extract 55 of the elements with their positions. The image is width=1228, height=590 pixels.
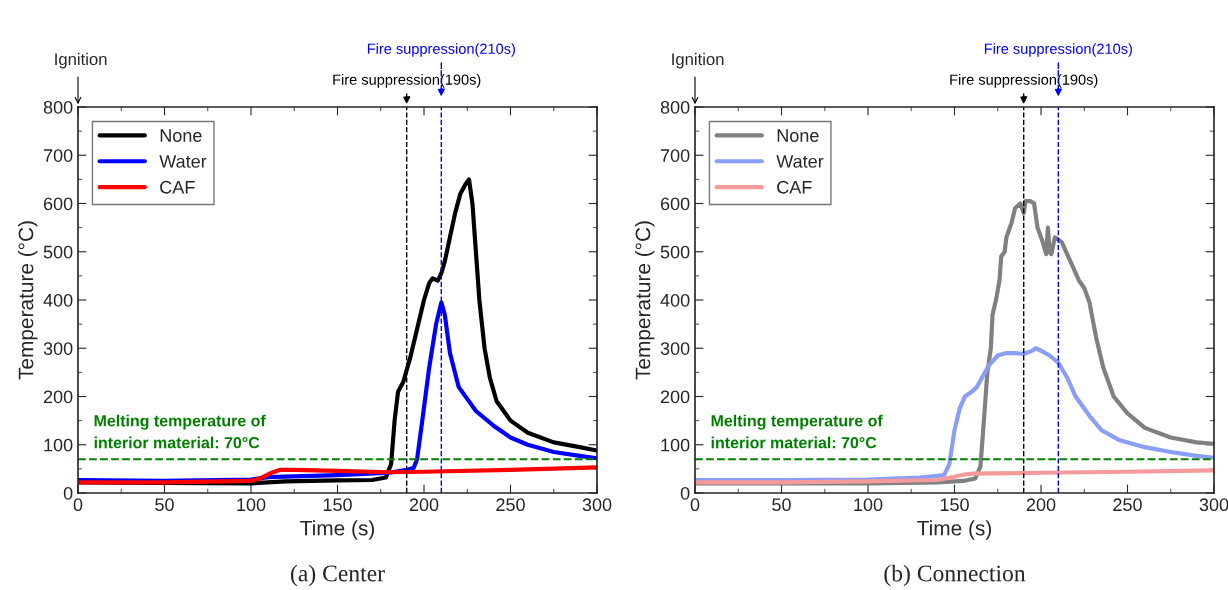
y-axis-title: Temperature (°C) (18, 221, 38, 380)
y-tick-label: 600 (43, 197, 73, 211)
text: (a) Center (291, 564, 385, 587)
y-tick-label: 500 (660, 245, 690, 259)
y-tick-label: 400 (43, 293, 73, 307)
y-tick-label: 200 (660, 390, 690, 404)
text: (b) Connection (884, 564, 1026, 587)
y-tick-label: 300 (43, 342, 73, 355)
y-tick-label: 0 (63, 486, 73, 500)
ref-line-label: Melting temperature of interior material: 70°C (94, 414, 266, 449)
y-tick-label: 700 (660, 149, 690, 162)
x-tick-label: 250 (496, 498, 525, 512)
ref-line-label: Fire suppression(210s) (367, 43, 515, 57)
legend-label: CAF (777, 180, 812, 194)
legend-label: Water (776, 155, 824, 168)
y-tick-label: 800 (43, 100, 73, 114)
y-tick-label: 800 (660, 100, 690, 114)
x-tick-label: 100 (854, 498, 883, 512)
ref-line-label: Melting temperature of interior material: 70°C (711, 414, 883, 449)
y-tick-label: 200 (43, 390, 73, 404)
line-series (695, 468, 1214, 485)
y-tick-label: 500 (43, 245, 73, 259)
legend-label: None (160, 129, 202, 142)
x-tick-label: 100 (237, 498, 266, 512)
x-tick-label: 250 (1113, 498, 1142, 512)
x-tick-label: 300 (1199, 498, 1228, 512)
x-tick-label: 50 (155, 498, 174, 512)
y-tick-label: 300 (660, 342, 690, 355)
x-axis-title: Time (s) (300, 520, 375, 540)
ref-line-label: Fire suppression(190s) (950, 74, 1098, 88)
ref-line-label: Fire suppression(210s) (984, 43, 1132, 57)
y-axis-title: Temperature (°C) (635, 221, 655, 380)
x-tick-label: 200 (409, 498, 439, 512)
legend-label: CAF (160, 180, 195, 194)
y-tick-label: 400 (660, 293, 690, 307)
text: Ignition (55, 52, 107, 69)
x-tick-label: 0 (73, 498, 83, 512)
x-tick-label: 0 (690, 498, 700, 512)
x-tick-label: 150 (940, 498, 969, 512)
y-tick-label: 600 (660, 197, 690, 211)
legend-label: None (777, 129, 819, 142)
x-axis-title: Time (s) (917, 520, 992, 540)
y-tick-label: 100 (661, 438, 690, 452)
x-tick-label: 50 (772, 498, 791, 512)
legend-label: Water (159, 155, 207, 168)
line-series (695, 346, 1214, 483)
text: Ignition (672, 52, 724, 69)
x-tick-label: 300 (582, 498, 612, 512)
y-tick-label: 100 (44, 438, 73, 452)
x-tick-label: 200 (1026, 498, 1056, 512)
x-tick-label: 150 (323, 498, 352, 512)
y-tick-label: 0 (680, 486, 690, 500)
y-tick-label: 700 (43, 149, 73, 162)
line-series (78, 465, 597, 485)
ref-line-label: Fire suppression(190s) (333, 74, 481, 88)
